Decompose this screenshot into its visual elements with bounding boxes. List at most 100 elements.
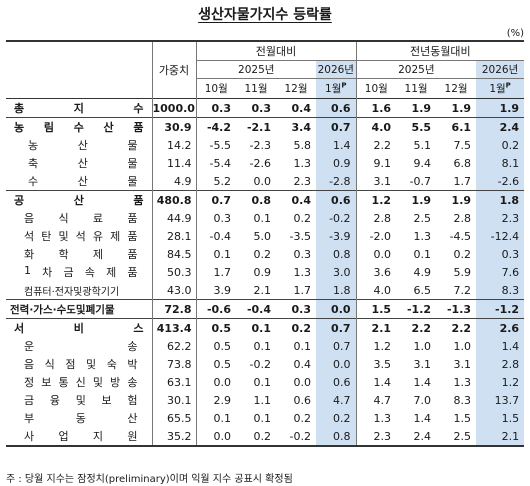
yoy-value-cell: 6.8 bbox=[453, 156, 472, 170]
yoy-value-cell: 0.0 bbox=[373, 247, 392, 261]
table-row: 축 산 물 11.4 -5.4 -2.6 1.3 0.9 9.1 9.4 6.8 8.1 bbox=[6, 154, 525, 172]
mom-value-cell: 1.3 bbox=[293, 156, 312, 170]
mom-value-cell: 5.8 bbox=[293, 138, 312, 152]
yoy-value-cell: -12.4 bbox=[476, 227, 525, 245]
mom-value-cell: 1.4 bbox=[316, 136, 357, 154]
ppi-table: 가중치 전월대비 전년동월대비 2025년 2026년 2025년 2026년 … bbox=[6, 40, 525, 447]
mom-value-cell: -2.8 bbox=[316, 172, 357, 191]
row-label: 전력·가스·수도및폐기물 bbox=[6, 299, 153, 319]
yoy-value-cell: 1.4 bbox=[413, 411, 432, 425]
yoy-value-cell: 1.3 bbox=[373, 411, 392, 425]
yoy-value-cell: 1.5 bbox=[356, 299, 397, 319]
yoy-value-cell: 0.2 bbox=[453, 247, 472, 261]
mom-value-cell: 0.1 bbox=[253, 339, 272, 353]
mom-value-cell: 1.7 bbox=[213, 265, 232, 279]
mom-value-cell: 0.3 bbox=[276, 299, 316, 319]
yoy-value-cell: 0.1 bbox=[413, 247, 432, 261]
yoy-value-cell: 2.4 bbox=[476, 117, 525, 136]
weight-cell: 4.9 bbox=[152, 172, 197, 191]
header-yoy-jan: 1월P bbox=[476, 78, 525, 99]
yoy-value-cell: 1.2 bbox=[356, 190, 397, 209]
yoy-value-cell: 13.7 bbox=[476, 391, 525, 409]
weight-cell: 1000.0 bbox=[152, 98, 197, 118]
yoy-value-cell: 2.3 bbox=[476, 209, 525, 227]
yoy-value-cell: 1.0 bbox=[453, 339, 472, 353]
mom-value-cell: 0.6 bbox=[293, 393, 312, 407]
mom-value-cell: -5.5 bbox=[209, 138, 231, 152]
yoy-value-cell: 2.4 bbox=[396, 427, 437, 447]
header-mom: 전월대비 bbox=[196, 41, 357, 61]
mom-value-cell: 0.0 bbox=[316, 355, 357, 373]
yoy-value-cell: 1.6 bbox=[371, 101, 392, 115]
mom-value-cell: 0.0 bbox=[196, 427, 236, 447]
yoy-value-cell: -2.6 bbox=[476, 172, 525, 191]
table-row: 정 보 통 신 및 방 송 63.1 0.0 0.1 0.0 0.6 1.4 1.4 1.3 1.2 bbox=[6, 373, 525, 391]
yoy-value-cell: 3.5 bbox=[373, 357, 392, 371]
table-row: 사 업 지 원 35.2 0.0 0.2 -0.2 0.8 2.3 2.4 2.5 2.1 bbox=[6, 427, 525, 447]
mom-value-cell: -0.2 bbox=[249, 357, 271, 371]
mom-value-cell: 0.2 bbox=[293, 411, 312, 425]
weight-cell: 35.2 bbox=[152, 427, 197, 447]
yoy-value-cell: 1.7 bbox=[453, 174, 472, 188]
yoy-value-cell: 1.9 bbox=[436, 190, 477, 209]
mom-value-cell: 5.2 bbox=[213, 174, 232, 188]
yoy-value-cell: 9.1 bbox=[373, 156, 392, 170]
yoy-value-cell: 2.1 bbox=[476, 427, 525, 447]
table-row: 석 탄 및 석 유 제 품 28.1 -0.4 5.0 -3.5 -3.9 -2.0 1.3 -4.5 -12… bbox=[6, 227, 525, 245]
weight-cell: 72.8 bbox=[152, 299, 197, 319]
yoy-value-cell: 1.4 bbox=[476, 337, 525, 355]
yoy-value-cell: 4.0 bbox=[356, 117, 397, 136]
yoy-value-cell: -2.0 bbox=[369, 229, 392, 243]
mom-value-cell: 0.1 bbox=[213, 247, 232, 261]
mom-value-cell: 0.3 bbox=[251, 101, 272, 115]
table-row: 운 송 62.2 0.5 0.1 0.1 0.7 1.2 1.0 1.0 1.4 bbox=[6, 337, 525, 355]
table-row: 농 산 물 14.2 -5.5 -2.3 5.8 1.4 2.2 5.1 7.5 0.2 bbox=[6, 136, 525, 154]
yoy-value-cell: 1.0 bbox=[413, 339, 432, 353]
mom-value-cell: 0.4 bbox=[276, 190, 316, 209]
mom-value-cell: -5.4 bbox=[209, 156, 231, 170]
yoy-value-cell: 1.9 bbox=[396, 190, 437, 209]
mom-value-cell: 0.3 bbox=[211, 101, 232, 115]
yoy-value-cell: -4.5 bbox=[449, 229, 472, 243]
yoy-value-cell: -1.2 bbox=[476, 299, 525, 319]
yoy-value-cell: 7.0 bbox=[413, 393, 432, 407]
weight-cell: 14.2 bbox=[152, 136, 197, 154]
yoy-value-cell: 4.0 bbox=[373, 283, 392, 297]
mom-value-cell: -0.2 bbox=[276, 427, 316, 447]
weight-cell: 30.1 bbox=[152, 391, 197, 409]
mom-value-cell: 0.0 bbox=[316, 299, 357, 319]
mom-value-cell: 0.1 bbox=[236, 318, 276, 337]
yoy-value-cell: 2.5 bbox=[413, 211, 432, 225]
header-yoy: 전년동월대비 bbox=[356, 41, 525, 61]
weight-cell: 44.9 bbox=[152, 209, 197, 227]
yoy-value-cell: 2.3 bbox=[356, 427, 397, 447]
yoy-value-cell: -1.2 bbox=[396, 299, 437, 319]
mom-value-cell: 2.9 bbox=[213, 393, 232, 407]
mom-value-cell: 0.8 bbox=[316, 245, 357, 263]
weight-cell: 43.0 bbox=[152, 281, 197, 300]
table-body: 총 지 수 1000.0 0.3 0.3 0.4 0.6 1.6 1.9 1.9 1.9 농 림 수 산 품 30… bbox=[6, 98, 525, 447]
yoy-value-cell: 1.9 bbox=[411, 101, 432, 115]
yoy-value-cell: 7.2 bbox=[453, 283, 472, 297]
table-row: 컴퓨터·전자및광학기기 43.0 3.9 2.1 1.7 1.8 4.0 6.5 7.2 8.3 bbox=[6, 281, 525, 300]
table-row: 수 산 물 4.9 5.2 0.0 2.3 -2.8 3.1 -0.7 1.7 -2.6 bbox=[6, 172, 525, 191]
yoy-value-cell: 5.9 bbox=[453, 265, 472, 279]
mom-value-cell: 0.7 bbox=[316, 318, 357, 337]
mom-value-cell: 0.1 bbox=[253, 411, 272, 425]
mom-value-cell: 0.7 bbox=[196, 190, 236, 209]
header-yoy-dec: 12월 bbox=[444, 83, 468, 95]
yoy-value-cell: 9.4 bbox=[413, 156, 432, 170]
yoy-value-cell: 3.1 bbox=[453, 357, 472, 371]
mom-value-cell: 0.2 bbox=[236, 427, 276, 447]
mom-value-cell: 1.7 bbox=[293, 283, 312, 297]
